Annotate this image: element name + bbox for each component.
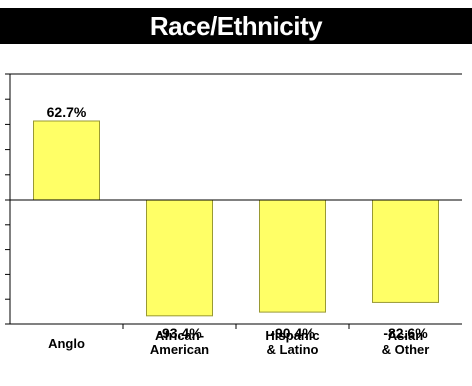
- category-label: African-: [155, 328, 204, 343]
- category-label: & Other: [382, 342, 430, 357]
- category-label: American: [150, 342, 209, 357]
- chart-title: Race/Ethnicity: [149, 11, 323, 41]
- bar: [146, 199, 213, 317]
- category-label: & Latino: [267, 342, 319, 357]
- category-label: Anglo: [48, 336, 85, 351]
- data-label: -93.4%: [157, 325, 202, 341]
- data-label: -82.6%: [383, 325, 428, 341]
- data-label: -90.4%: [270, 325, 315, 341]
- bar: [259, 199, 326, 313]
- data-label: 62.7%: [47, 104, 87, 120]
- category-label: Hispanic: [265, 328, 319, 343]
- bar: [33, 120, 100, 201]
- title-bar: Race/Ethnicity: [0, 8, 472, 44]
- bar: [372, 199, 439, 303]
- category-label: Asian: [388, 328, 423, 343]
